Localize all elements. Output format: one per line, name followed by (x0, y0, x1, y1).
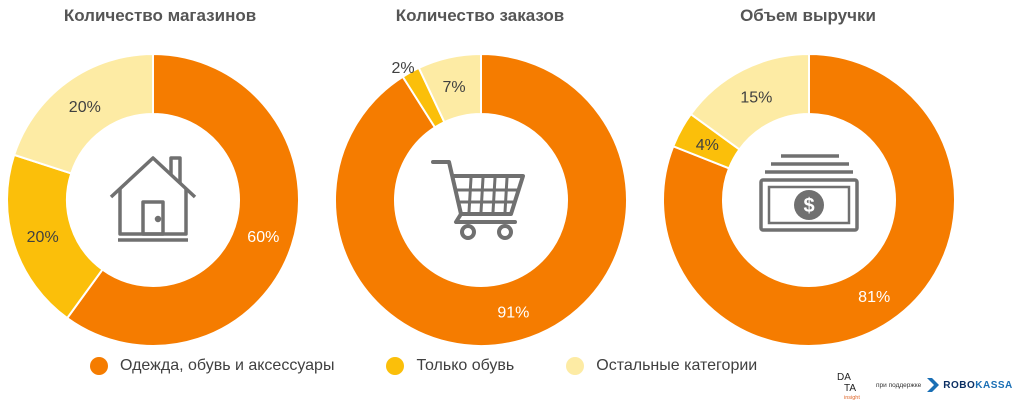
dollar-sign-icon: $ (803, 195, 814, 217)
donut-0-slice-other (12, 52, 154, 175)
legend-item-clothing: Одежда, обувь и аксессуары (90, 357, 334, 375)
legend-label-shoes: Только обувь (416, 357, 515, 374)
legend-swatch-clothing (90, 357, 108, 375)
branding: DA TA insight при поддержке ROBOKASSA (834, 368, 1013, 402)
donut-0-label-clothing: 60% (247, 229, 279, 246)
chart-title-revenue: Объем выручки (740, 6, 876, 25)
house-icon (109, 156, 197, 242)
donut-0-label-other: 20% (69, 99, 101, 116)
svg-text:insight: insight (844, 395, 860, 401)
legend-item-shoes: Только обувь (386, 357, 514, 375)
money-banknote-icon: $ (759, 154, 859, 232)
legend-label-clothing: Одежда, обувь и аксессуары (120, 357, 335, 374)
legend: Одежда, обувь и аксессуары Только обувь … (90, 352, 757, 380)
legend-swatch-shoes (386, 357, 405, 375)
robokassa-logo: ROBOKASSA (943, 379, 1013, 391)
svg-text:DA: DA (837, 372, 851, 383)
donut-2-slice-other (689, 52, 810, 151)
donut-charts: 60% 20% 20% 91% 2% 7% 81% 4% 15% $ (6, 52, 956, 347)
donut-1-slice-other (417, 52, 482, 124)
legend-swatch-other (566, 357, 585, 375)
legend-item-other: Остальные категории (566, 357, 757, 375)
robokassa-mark-icon (927, 378, 940, 392)
donut-2-label-clothing: 81% (858, 289, 890, 306)
data-insight-logo: DA TA insight (837, 372, 860, 401)
donut-2-slice-clothing (662, 52, 956, 347)
donut-1-label-shoes: 2% (391, 60, 414, 77)
donut-0-slice-shoes (6, 153, 104, 320)
donut-2-label-shoes: 4% (696, 137, 719, 154)
svg-text:TA: TA (844, 383, 856, 394)
donut-0-slice-clothing (65, 52, 300, 347)
legend-label-other: Остальные категории (596, 357, 758, 374)
donut-1-label-other: 7% (442, 79, 465, 96)
chart-title-stores: Количество магазинов (63, 6, 257, 25)
chart-title-orders: Количество заказов (395, 6, 565, 25)
donut-2-label-other: 15% (740, 90, 772, 107)
donut-1-slice-clothing (334, 52, 628, 347)
shopping-cart-icon (431, 160, 525, 240)
donut-1-label-clothing: 91% (497, 304, 529, 321)
donut-0-label-shoes: 20% (27, 229, 59, 246)
support-text: при поддержке (876, 381, 922, 389)
